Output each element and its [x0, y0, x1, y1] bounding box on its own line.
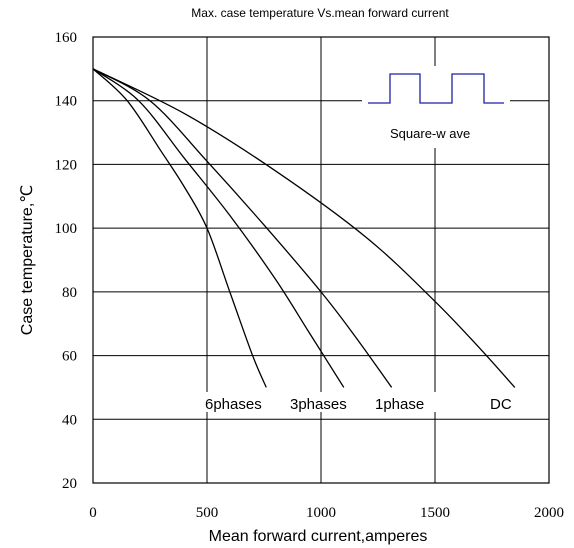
x-tick-label: 2000 — [534, 505, 564, 521]
y-tick-label: 40 — [62, 412, 77, 428]
series-label-backdrop-dc — [486, 392, 524, 412]
x-tick-label: 500 — [196, 505, 219, 521]
tick-labels: 0 500 1000 1500 2000 20 40 60 80 100 120 140 160 — [55, 30, 565, 521]
x-tick-label: 1500 — [420, 505, 450, 521]
y-tick-label: 160 — [55, 30, 78, 46]
y-tick-label: 20 — [62, 476, 77, 492]
inset-background — [362, 66, 510, 148]
series-line-dc — [92, 68, 516, 388]
square-wave-icon — [368, 73, 504, 104]
y-axis-label: Case temperature,℃ — [19, 185, 36, 336]
x-axis-label: Mean forward current,amperes — [209, 528, 428, 545]
series-line-3phases — [92, 68, 345, 388]
series-group — [92, 68, 516, 388]
inset-label: Square-w ave — [390, 126, 470, 141]
y-tick-label: 60 — [62, 349, 77, 365]
x-tick-label: 1000 — [306, 505, 336, 521]
series-label-1phase: 1phase — [375, 396, 424, 413]
series-line-1phase — [92, 68, 393, 388]
series-label-backdrop — [202, 392, 438, 412]
series-label-3phases: 3phases — [290, 396, 347, 413]
y-tick-label: 80 — [62, 285, 77, 301]
series-line-6phases — [92, 68, 267, 388]
y-tick-label: 100 — [55, 221, 78, 237]
chart-title: Max. case temperature Vs.mean forward cu… — [191, 6, 449, 20]
x-tick-label: 0 — [89, 505, 97, 521]
y-tick-label: 140 — [55, 94, 78, 110]
series-label-6phases: 6phases — [205, 396, 262, 413]
y-tick-label: 120 — [55, 157, 78, 173]
plot-frame — [92, 36, 550, 484]
series-label-dc: DC — [490, 396, 512, 413]
